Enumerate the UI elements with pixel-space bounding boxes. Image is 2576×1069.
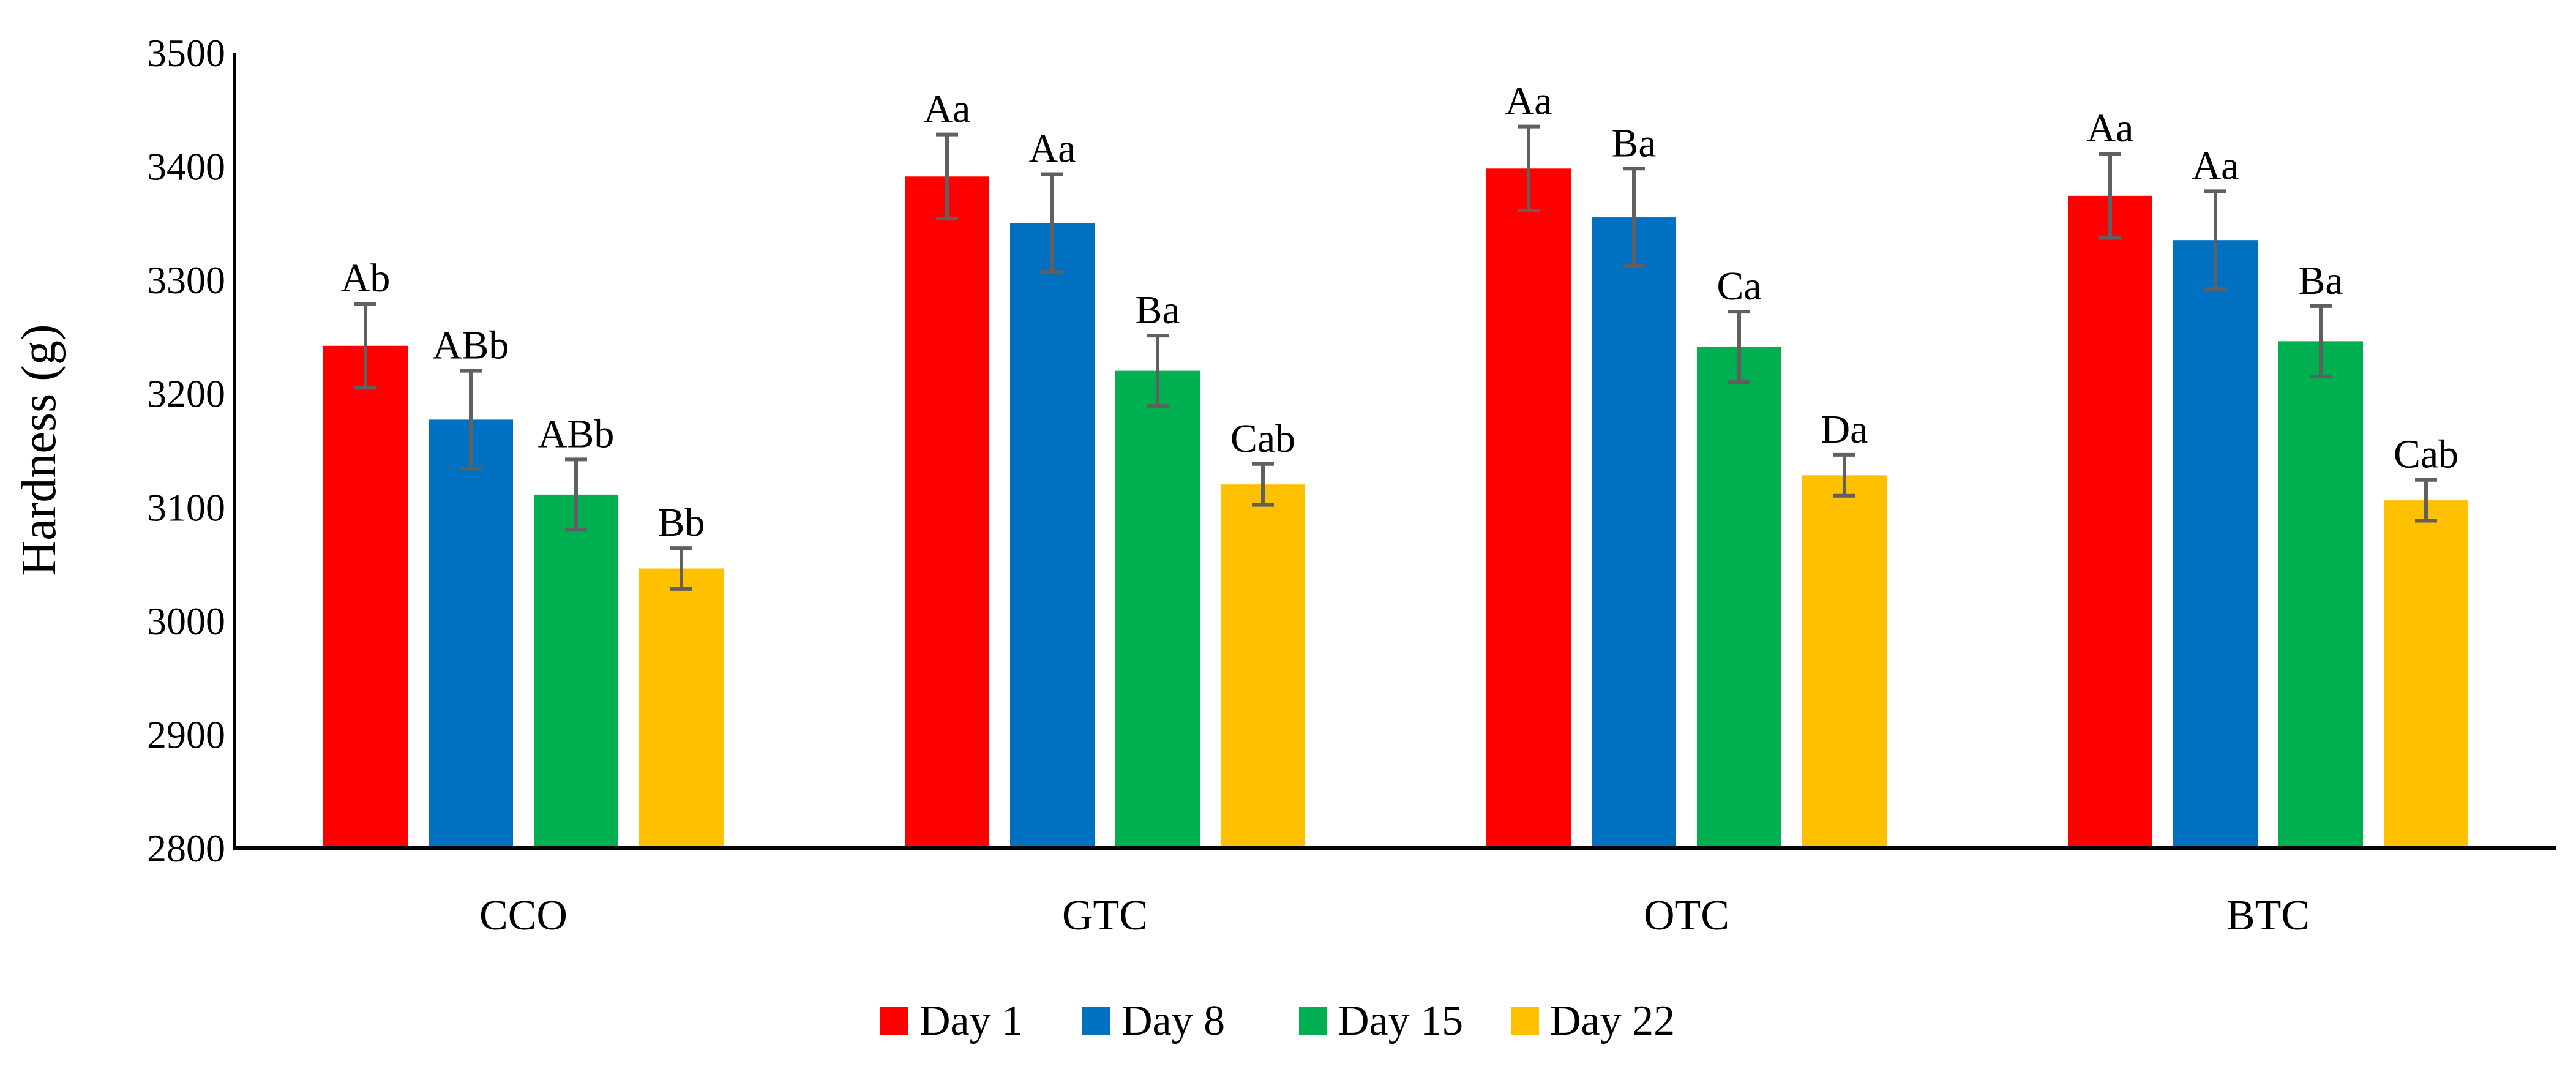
bar-day-1-cco [323,345,408,848]
y-tick-label: 3200 [147,372,225,416]
legend-item: Day 22 [1511,997,1675,1045]
data-label: Aa [2192,143,2239,188]
data-label: Cab [1230,416,1295,461]
y-tick-label: 3400 [147,145,225,189]
legend-item: Day 8 [1082,997,1225,1045]
legend-item: Day 1 [880,997,1023,1045]
bar-day-15-gtc [1115,370,1200,848]
bar-day-15-btc [2278,341,2363,848]
data-label: Ba [1611,121,1656,165]
legend-swatch [1511,1007,1539,1035]
data-label: Bb [657,500,705,545]
legend-item: Day 15 [1299,997,1463,1045]
y-tick-label: 2900 [147,713,225,756]
data-label: Cab [2394,432,2458,477]
legend-swatch [1299,1007,1327,1035]
error-bar [1833,452,1855,498]
data-label: Ab [341,256,391,301]
data-label: Ca [1717,264,1761,309]
data-label: Aa [1505,79,1552,124]
error-bar [2204,189,2226,291]
error-bar [565,457,587,532]
data-label: Da [1821,407,1868,452]
category-label: GTC [1062,892,1148,939]
error-bar [2415,478,2437,523]
error-bar [2310,304,2332,378]
legend-label: Day 8 [1121,997,1225,1045]
category-labels: CCO GTC OTC BTC [479,892,2310,939]
category-label: BTC [2226,892,2310,939]
legend-label: Day 22 [1550,997,1675,1045]
bar-day-1-btc [2068,195,2152,848]
bar-day-8-cco [429,419,513,848]
error-bar [354,302,376,390]
bar-day-1-gtc [905,176,989,849]
data-label: Ba [1135,288,1180,332]
y-axis-title: Hardness (g) [12,324,66,576]
bar-day-22-cco [639,568,724,848]
data-label: ABb [538,411,615,456]
error-bar [936,132,958,220]
bar-day-22-gtc [1221,484,1305,848]
legend-swatch [880,1007,908,1035]
bar-day-15-cco [534,494,618,848]
legend-swatch [1082,1007,1110,1035]
bars [323,168,2468,849]
bar-day-1-otc [1486,168,1571,849]
bar-day-22-btc [2384,500,2468,848]
legend-label: Day 1 [919,997,1023,1045]
error-bar [1252,462,1274,507]
error-bar [670,546,692,591]
bar-day-8-btc [2173,240,2258,848]
error-bar [1623,167,1645,268]
legend: Day 1 Day 8 Day 15 Day 22 [880,997,1675,1045]
bar-day-22-otc [1802,475,1887,848]
data-label: ABb [433,323,509,368]
data-label: Ba [2298,258,2343,303]
data-labels: Ab Aa Aa Aa ABb Aa Ba Aa ABb Ba Ca Ba Bb Cab Da Cab [341,79,2459,545]
error-bar [1518,124,1540,212]
error-bars [354,124,2437,591]
error-bar [2099,152,2121,240]
y-tick-label: 3500 [147,31,225,75]
data-label: Aa [924,87,971,132]
y-tick-label: 2800 [147,827,225,870]
bar-day-15-otc [1697,347,1781,848]
error-bar [1041,172,1063,274]
category-label: OTC [1644,892,1729,939]
legend-label: Day 15 [1338,997,1463,1045]
error-bar [1728,310,1750,384]
category-label: CCO [479,892,567,939]
y-tick-label: 3300 [147,258,225,302]
y-tick-labels: 2800 2900 3000 3100 3200 3300 3400 3500 [147,31,225,870]
data-label: Aa [1029,127,1076,171]
y-tick-label: 3000 [147,599,225,643]
error-bar [1147,334,1169,408]
bar-day-8-otc [1592,217,1676,848]
data-label: Aa [2087,106,2134,151]
y-tick-label: 3100 [147,486,225,529]
error-bar [460,369,482,471]
bar-day-8-gtc [1010,223,1095,848]
